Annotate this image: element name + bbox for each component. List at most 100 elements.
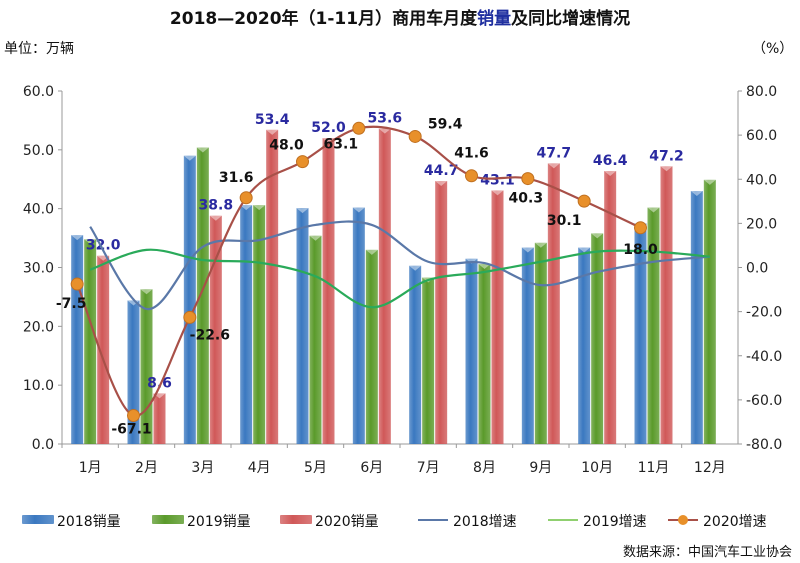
bar-2019销量 xyxy=(591,233,604,444)
bar-data-label: 38.8 xyxy=(199,198,234,214)
bar-2020销量 xyxy=(491,190,504,444)
x-tick-label: 8月 xyxy=(473,460,496,476)
x-tick-label: 9月 xyxy=(529,460,552,476)
legend-item: 2018销量 xyxy=(22,514,121,530)
right-tick-label: 80.0 xyxy=(746,84,777,100)
x-tick-label: 12月 xyxy=(694,460,726,476)
bar-2018销量 xyxy=(240,205,253,444)
left-tick-label: 0.0 xyxy=(32,437,54,453)
bar-2020销量 xyxy=(266,129,279,444)
left-tick-label: 30.0 xyxy=(23,261,54,277)
line-marker xyxy=(408,129,422,143)
bar-data-label: 53.4 xyxy=(255,112,290,128)
line-data-label: 30.1 xyxy=(547,213,582,229)
legend-item: 2019销量 xyxy=(152,514,251,530)
bar-cap xyxy=(140,289,153,295)
chart-title: 2018—2020年（1-11月）商用车月度销量及同比增速情况 xyxy=(0,4,800,29)
right-tick-label: -20.0 xyxy=(746,305,782,321)
line-data-label: 59.4 xyxy=(428,116,463,132)
legend-swatch-bar xyxy=(280,515,312,524)
bar-2018销量 xyxy=(71,235,84,444)
bar-cap xyxy=(578,247,591,253)
bar-2020销量 xyxy=(322,138,335,445)
legend-swatch-bar xyxy=(152,515,184,524)
bar-2019销量 xyxy=(253,205,266,444)
x-tick-label: 1月 xyxy=(79,460,102,476)
bar-2020销量 xyxy=(547,163,560,445)
legend-label: 2020增速 xyxy=(703,514,767,530)
right-tick-label: -60.0 xyxy=(746,393,782,409)
x-tick-label: 5月 xyxy=(304,460,327,476)
bar-cap xyxy=(266,129,279,135)
bar-data-label: 32.0 xyxy=(86,238,121,254)
x-tick-label: 3月 xyxy=(191,460,214,476)
x-tick-label: 10月 xyxy=(581,460,613,476)
legend-label: 2018销量 xyxy=(57,514,121,530)
line-marker xyxy=(634,221,647,235)
legend-item: 2020销量 xyxy=(280,514,379,530)
bar-2018销量 xyxy=(578,247,591,444)
bar-cap xyxy=(309,235,322,241)
bar-2019销量 xyxy=(84,239,97,444)
left-tick-label: 50.0 xyxy=(23,143,54,159)
bar-2018销量 xyxy=(127,300,140,444)
left-tick-label: 20.0 xyxy=(23,319,54,335)
legend-item: 2018增速 xyxy=(418,514,517,530)
right-axis-unit: （%） xyxy=(752,41,794,57)
bar-2020销量 xyxy=(97,255,110,444)
bar-data-label: 44.7 xyxy=(424,163,459,179)
data-source: 数据来源：中国汽车工业协会 xyxy=(622,545,792,560)
bar-cap xyxy=(521,247,534,253)
legend-label: 2018增速 xyxy=(453,514,517,530)
bar-cap xyxy=(378,128,391,134)
line-marker xyxy=(296,155,309,169)
line-marker xyxy=(521,172,535,186)
legend-label: 2019销量 xyxy=(187,514,251,530)
bar-2019销量 xyxy=(309,235,322,444)
bar-2020销量 xyxy=(604,171,617,444)
bar-cap xyxy=(296,208,309,214)
line-2019增速 xyxy=(89,248,710,309)
bar-cap xyxy=(690,191,703,197)
bar-cap xyxy=(240,205,253,211)
right-tick-label: 20.0 xyxy=(746,216,777,232)
line-data-label: 63.1 xyxy=(324,136,359,152)
legend-swatch-marker xyxy=(678,515,688,525)
legend-label: 2019增速 xyxy=(583,514,647,530)
x-tick-label: 11月 xyxy=(638,460,670,476)
bar-cap xyxy=(322,138,335,144)
right-tick-label: 40.0 xyxy=(746,172,777,188)
bar-cap xyxy=(352,207,365,213)
left-tick-label: 10.0 xyxy=(23,378,54,394)
bar-cap xyxy=(183,155,196,161)
bar-cap xyxy=(534,242,547,248)
bar-cap xyxy=(591,233,604,239)
line-marker xyxy=(239,191,253,205)
legend-label: 2020销量 xyxy=(315,514,379,530)
bar-2020销量 xyxy=(209,215,222,444)
bar-2019销量 xyxy=(703,179,716,445)
bar-data-label: 53.6 xyxy=(368,111,403,127)
bar-2018销量 xyxy=(690,191,703,444)
line-2018增速 xyxy=(89,220,710,311)
left-axis-unit: 单位：万辆 xyxy=(4,41,74,57)
bar-cap xyxy=(84,239,97,245)
right-tick-label: 60.0 xyxy=(746,128,777,144)
bar-data-label: 43.1 xyxy=(480,172,515,188)
bar-2019销量 xyxy=(647,207,660,444)
line-data-label: -7.5 xyxy=(56,296,87,312)
line-data-label: 31.6 xyxy=(219,170,254,186)
legend-item: 2019增速 xyxy=(548,514,647,530)
bar-2019销量 xyxy=(534,242,547,444)
bar-data-label: 8.6 xyxy=(147,375,172,391)
bar-2018销量 xyxy=(634,223,647,444)
bar-cap xyxy=(71,235,84,241)
bar-cap xyxy=(660,166,673,172)
bar-2019销量 xyxy=(365,249,378,444)
line-data-label: 40.3 xyxy=(509,191,544,207)
bar-2018销量 xyxy=(409,265,422,444)
bar-data-label: 52.0 xyxy=(311,120,346,136)
line-data-label: -67.1 xyxy=(111,422,151,438)
